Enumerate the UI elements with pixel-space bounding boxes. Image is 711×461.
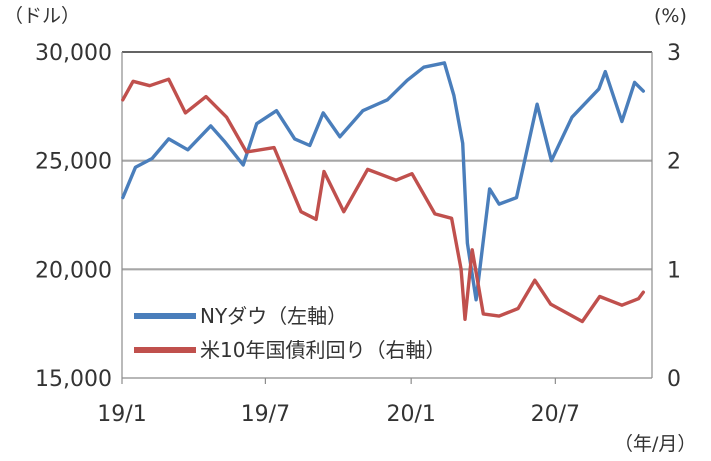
x-tick-label: 20/1 [386,402,435,427]
right-tick-label: 2 [667,150,681,175]
series-line-1 [121,61,645,302]
legend-label: NYダウ（左軸） [200,304,347,328]
left-tick-label: 30,000 [35,41,112,66]
right-tick-label: 0 [667,367,681,392]
left-axis-unit: （ドル） [4,5,80,27]
right-tick-label: 1 [667,258,681,283]
x-axis-ticks: 19/1 19/7 20/1 20/7 [97,378,580,427]
left-tick-label: 25,000 [35,150,112,175]
series-line-2 [121,77,645,324]
left-tick-label: 15,000 [35,367,112,392]
left-tick-label: 20,000 [35,258,112,283]
legend-label: 米10年国債利回り（右軸） [200,338,445,362]
legend: NYダウ（左軸） 米10年国債利回り（右軸） [134,304,445,362]
left-axis-ticks: 15,000 20,000 25,000 30,000 [35,41,112,392]
series-layer [121,61,645,324]
x-tick-label: 19/7 [241,402,290,427]
right-axis-ticks: 0 1 2 3 [667,41,681,392]
x-tick-label: 20/7 [531,402,580,427]
x-axis-unit: （年/月） [614,433,696,455]
right-tick-label: 3 [667,41,681,66]
right-axis-unit: (%) [654,5,687,27]
gridlines [122,51,652,271]
x-tick-label: 19/1 [97,402,146,427]
plot-frame [121,51,653,379]
